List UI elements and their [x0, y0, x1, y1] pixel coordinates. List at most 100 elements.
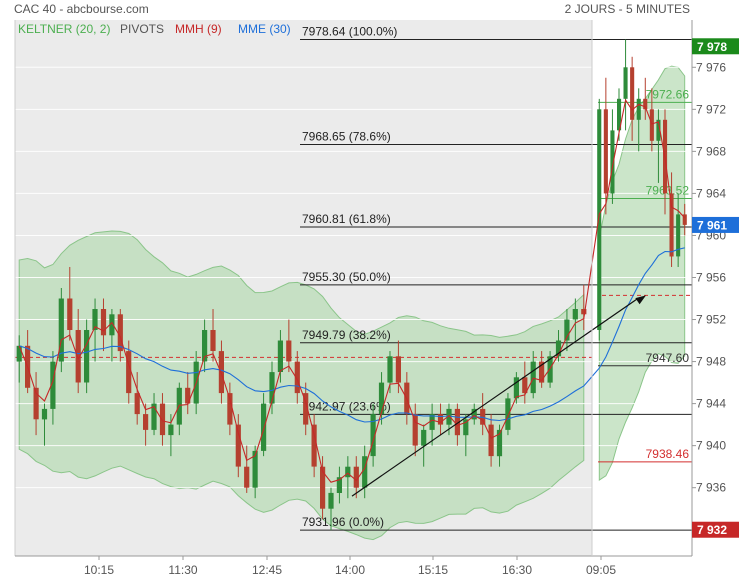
candle-body [412, 414, 418, 446]
candle-body [676, 214, 681, 257]
candle-body [572, 309, 578, 320]
candle-body [41, 408, 48, 420]
y-tick-label: 7 944 [696, 397, 726, 411]
candle-body [623, 67, 628, 99]
candle-body [252, 450, 258, 488]
period-label: 2 JOURS - 5 MINUTES [565, 2, 690, 16]
y-tick-label: 7 976 [696, 60, 726, 74]
candle-body [387, 356, 393, 383]
candle-body [328, 492, 334, 509]
candle-body [75, 330, 81, 383]
candle-body [643, 98, 648, 110]
candle-body [67, 298, 73, 330]
fib-label: 7955.30 (50.0%) [302, 270, 391, 284]
candle-body [50, 361, 56, 409]
candle-body [277, 340, 283, 372]
chart-title: CAC 40 - abcbourse.com [14, 2, 149, 16]
candle-body [421, 429, 427, 446]
candle-body [522, 377, 528, 394]
candle-body [610, 130, 615, 194]
candle-body [134, 393, 140, 415]
candle-body [143, 414, 149, 430]
candle-body [597, 109, 602, 330]
candle-body [345, 466, 351, 478]
candle-body [429, 414, 435, 430]
legend-mmh[interactable]: MMH (9) [175, 22, 222, 36]
candle-body [564, 319, 570, 341]
candle-body [656, 119, 661, 141]
candle-body [446, 408, 452, 425]
candle-body [539, 361, 545, 383]
legend-mme[interactable]: MME (30) [238, 22, 291, 36]
candle-body [496, 429, 503, 457]
candle-body [505, 398, 511, 430]
candle-body [33, 387, 39, 420]
candle-body [336, 477, 342, 493]
x-tick-label: 15:15 [418, 563, 448, 577]
candle-body [294, 361, 300, 394]
price-tag-label: 7 978 [697, 40, 727, 54]
candle-body [269, 372, 275, 404]
candle-body [202, 330, 208, 362]
candle-body [109, 314, 115, 336]
candle-body [530, 361, 536, 394]
candle-body [630, 67, 635, 120]
fib-label: 7942.97 (23.6%) [302, 399, 391, 413]
x-tick-label: 09:05 [586, 563, 616, 577]
candle-body [84, 330, 90, 383]
x-tick-label: 10:15 [84, 563, 114, 577]
fib-label: 7960.81 (61.8%) [302, 212, 391, 226]
price-tag-label: 7 961 [697, 218, 727, 232]
candle-body [244, 466, 250, 488]
candle-body [58, 298, 64, 362]
fib-label: 7931.96 (0.0%) [302, 515, 384, 529]
candle-body [210, 330, 216, 351]
candle-body [636, 98, 641, 120]
candle-body [311, 424, 317, 467]
x-tick-label: 11:30 [168, 563, 197, 577]
y-tick-label: 7 968 [696, 144, 726, 158]
trend-arrow-line [351, 297, 639, 497]
x-tick-label: 12:45 [252, 563, 282, 577]
candle-body [100, 309, 107, 336]
candle-body [16, 345, 22, 362]
candle-body [463, 419, 469, 436]
candle-body [227, 393, 233, 425]
legend-keltner[interactable]: KELTNER (20, 2) [18, 22, 110, 36]
y-tick-label: 7 948 [696, 355, 726, 369]
candle-body [353, 466, 359, 488]
keltner-band-day1 [18, 230, 585, 541]
candle-body [286, 340, 292, 362]
candle-body [151, 403, 157, 430]
candle-body [117, 314, 123, 352]
candle-body [488, 424, 494, 457]
legend-pivots[interactable]: PIVOTS [120, 22, 164, 36]
candle-body [159, 403, 166, 436]
price-tag-label: 7 932 [697, 523, 727, 537]
pivot-label: 7938.46 [646, 447, 690, 461]
candle-body [235, 424, 241, 467]
pivot-label: 7963.52 [646, 183, 690, 197]
candle-body [669, 193, 674, 257]
x-tick-label: 14:00 [335, 563, 365, 577]
candle-body [185, 387, 191, 404]
candle-body [581, 309, 587, 315]
candle-body [126, 351, 132, 394]
candle-body [603, 109, 608, 194]
y-tick-label: 7 956 [696, 270, 726, 284]
price-tag [692, 216, 739, 233]
candle-body [555, 340, 562, 357]
y-tick-label: 7 936 [696, 481, 726, 495]
candle-body [168, 424, 174, 436]
candle-body [547, 356, 553, 383]
candle-body [303, 393, 309, 425]
y-tick-label: 7 952 [696, 313, 726, 327]
pivot-label: 7972.66 [646, 87, 690, 101]
y-tick-label: 7 964 [696, 186, 726, 200]
x-tick-label: 16:30 [502, 563, 532, 577]
fib-label: 7949.79 (38.2%) [302, 328, 391, 342]
price-tag [692, 521, 739, 538]
candle-body [320, 466, 326, 509]
pivot-label: 7947.60 [646, 351, 690, 365]
